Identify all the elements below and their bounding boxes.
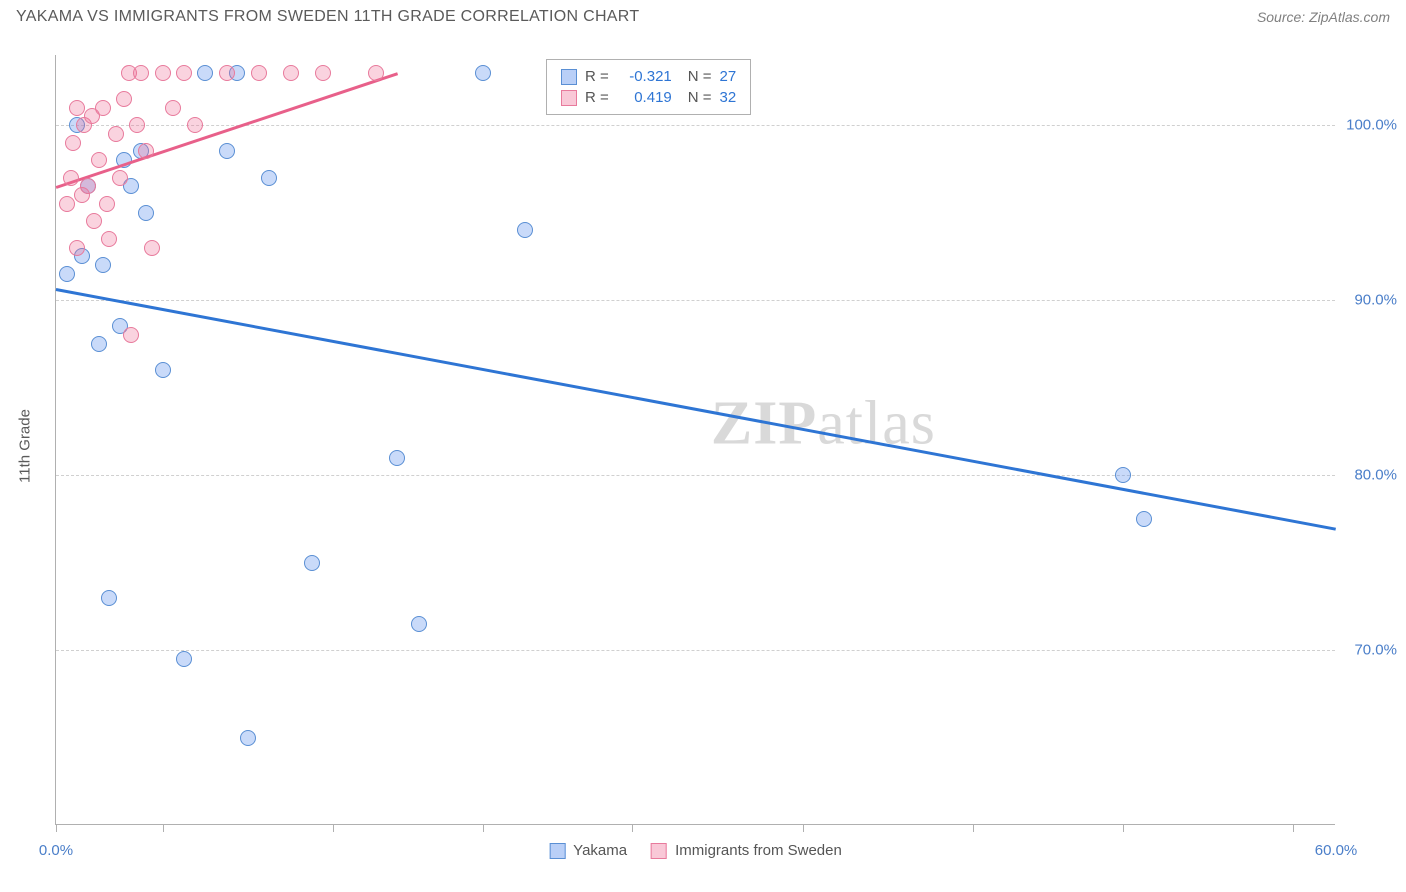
n-label: N = [688, 89, 712, 106]
data-point [101, 590, 117, 606]
n-label: N = [688, 68, 712, 85]
data-point [475, 65, 491, 81]
data-point [133, 65, 149, 81]
x-tick [163, 824, 164, 832]
data-point [155, 362, 171, 378]
x-tick [803, 824, 804, 832]
x-tick [1123, 824, 1124, 832]
data-point [112, 170, 128, 186]
data-point [80, 178, 96, 194]
data-point [138, 205, 154, 221]
data-point [95, 100, 111, 116]
data-point [176, 651, 192, 667]
gridline [56, 300, 1335, 301]
gridline [56, 650, 1335, 651]
data-point [304, 555, 320, 571]
x-tick [1293, 824, 1294, 832]
data-point [411, 616, 427, 632]
trend-line-yakama [56, 288, 1336, 530]
x-tick [56, 824, 57, 832]
y-tick-label: 90.0% [1354, 292, 1397, 309]
x-tick [632, 824, 633, 832]
data-point [1136, 511, 1152, 527]
legend-swatch [561, 69, 577, 85]
n-value: 27 [720, 68, 737, 85]
data-point [138, 143, 154, 159]
data-point [69, 240, 85, 256]
data-point [368, 65, 384, 81]
data-point [63, 170, 79, 186]
x-tick [333, 824, 334, 832]
legend-swatch [651, 843, 667, 859]
data-point [261, 170, 277, 186]
data-point [219, 65, 235, 81]
data-point [69, 100, 85, 116]
data-point [86, 213, 102, 229]
data-point [99, 196, 115, 212]
data-point [144, 240, 160, 256]
data-point [59, 196, 75, 212]
bottom-legend: Yakama Immigrants from Sweden [549, 842, 842, 859]
data-point [165, 100, 181, 116]
data-point [101, 231, 117, 247]
data-point [59, 266, 75, 282]
gridline [56, 475, 1335, 476]
data-point [1115, 467, 1131, 483]
legend-item: Immigrants from Sweden [651, 842, 842, 859]
data-point [123, 327, 139, 343]
x-tick [973, 824, 974, 832]
info-row: R = 0.419 N = 32 [561, 87, 736, 108]
legend-label: Yakama [573, 842, 627, 859]
x-tick-label: 0.0% [39, 842, 73, 859]
data-point [155, 65, 171, 81]
chart-title: YAKAMA VS IMMIGRANTS FROM SWEDEN 11TH GR… [16, 8, 639, 26]
data-point [517, 222, 533, 238]
y-axis-label: 11th Grade [17, 409, 34, 483]
x-tick-label: 60.0% [1315, 842, 1358, 859]
r-label: R = [585, 89, 609, 106]
correlation-info-box: R = -0.321 N = 27 R = 0.419 N = 32 [546, 59, 751, 115]
trend-line-immigrants-from-sweden [56, 73, 398, 189]
data-point [315, 65, 331, 81]
data-point [197, 65, 213, 81]
data-point [389, 450, 405, 466]
legend-swatch [549, 843, 565, 859]
n-value: 32 [720, 89, 737, 106]
y-tick-label: 80.0% [1354, 467, 1397, 484]
chart-plot-area: ZIPatlas R =-0.321N =27R =0.419N =32 Yak… [55, 55, 1335, 825]
data-point [108, 126, 124, 142]
data-point [251, 65, 267, 81]
data-point [187, 117, 203, 133]
data-point [219, 143, 235, 159]
legend-label: Immigrants from Sweden [675, 842, 842, 859]
r-label: R = [585, 68, 609, 85]
data-point [91, 336, 107, 352]
legend-swatch [561, 90, 577, 106]
r-value: 0.419 [617, 89, 672, 106]
data-point [95, 257, 111, 273]
gridline [56, 125, 1335, 126]
data-point [283, 65, 299, 81]
source-label: Source: ZipAtlas.com [1257, 9, 1390, 25]
data-point [91, 152, 107, 168]
y-tick-label: 70.0% [1354, 642, 1397, 659]
y-tick-label: 100.0% [1346, 117, 1397, 134]
data-point [116, 91, 132, 107]
r-value: -0.321 [617, 68, 672, 85]
info-row: R = -0.321 N = 27 [561, 66, 736, 87]
data-point [240, 730, 256, 746]
data-point [65, 135, 81, 151]
x-tick [483, 824, 484, 832]
legend-item: Yakama [549, 842, 627, 859]
data-point [176, 65, 192, 81]
data-point [129, 117, 145, 133]
